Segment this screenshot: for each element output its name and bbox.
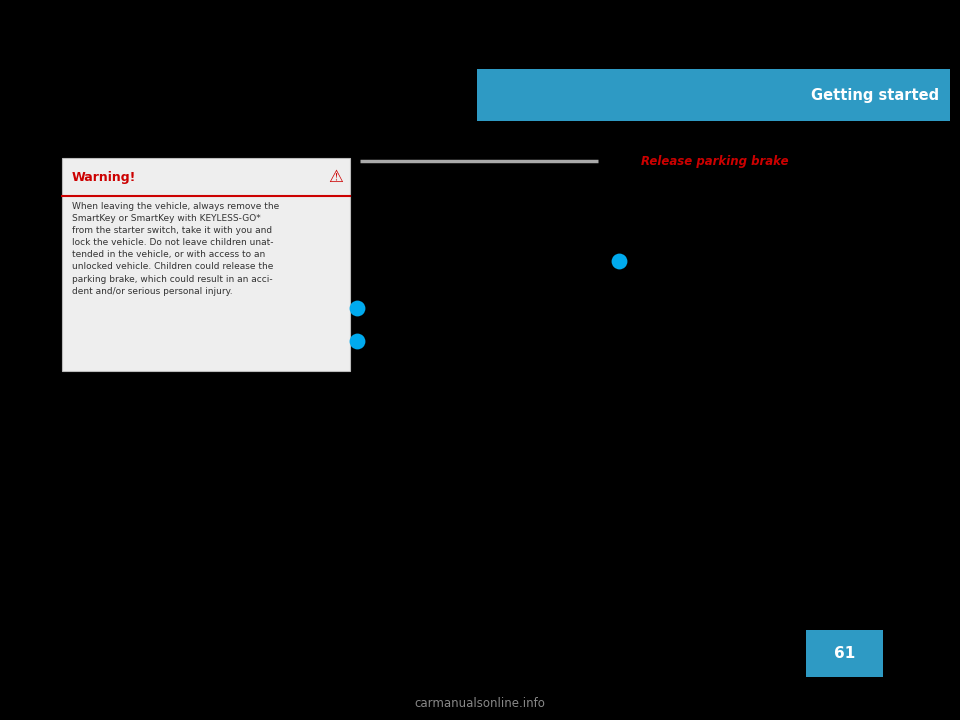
Text: carmanualsonline.info: carmanualsonline.info xyxy=(415,697,545,710)
Point xyxy=(612,255,627,266)
FancyBboxPatch shape xyxy=(477,69,950,121)
Text: When leaving the vehicle, always remove the
SmartKey or SmartKey with KEYLESS-GO: When leaving the vehicle, always remove … xyxy=(72,202,279,296)
Text: ⚠: ⚠ xyxy=(328,168,344,186)
Text: Getting started: Getting started xyxy=(811,88,939,102)
Point xyxy=(349,302,365,314)
Text: Release parking brake: Release parking brake xyxy=(641,155,789,168)
Text: 61: 61 xyxy=(834,646,855,661)
FancyBboxPatch shape xyxy=(806,630,883,677)
Text: Warning!: Warning! xyxy=(72,171,136,184)
Point xyxy=(349,335,365,346)
FancyBboxPatch shape xyxy=(62,158,350,371)
